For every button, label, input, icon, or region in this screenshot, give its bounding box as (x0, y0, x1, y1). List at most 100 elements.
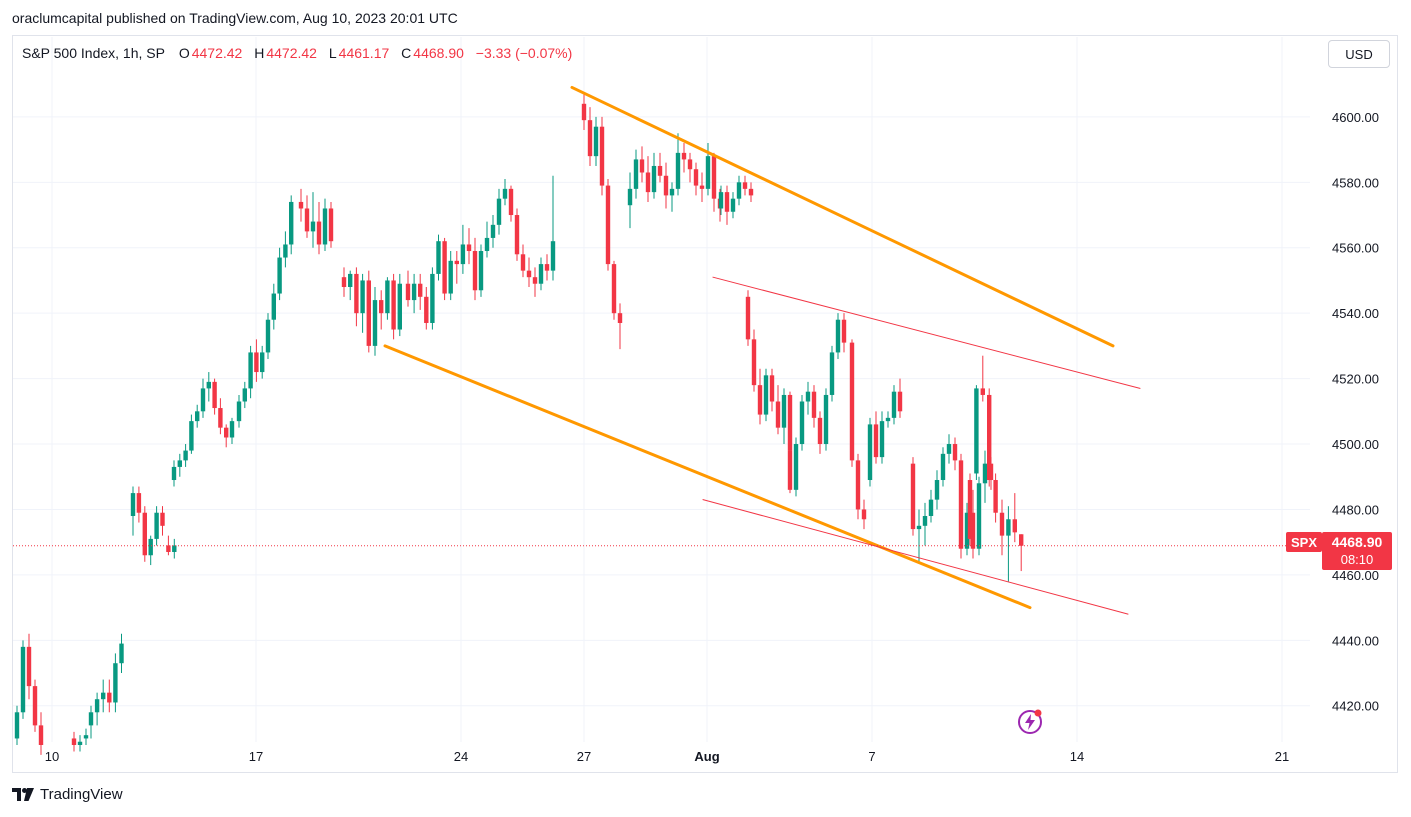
x-tick-label: 24 (454, 749, 468, 764)
candle (544, 254, 550, 281)
candle-body (366, 280, 371, 346)
candle (88, 705, 94, 739)
tradingview-brand[interactable]: TradingView (12, 786, 123, 803)
candle (254, 339, 259, 382)
x-tick-label: 27 (577, 749, 591, 764)
candle-body (385, 280, 390, 314)
candle (617, 303, 623, 350)
candle (298, 188, 304, 222)
candle (218, 398, 223, 435)
candle (101, 679, 106, 713)
candle-body (745, 296, 751, 340)
candle-body (379, 300, 384, 314)
candle-body (550, 241, 556, 271)
candle (496, 188, 502, 235)
candle-body (514, 215, 520, 255)
candle-body (130, 493, 136, 516)
candle-body (711, 156, 717, 199)
candle (224, 424, 229, 448)
candle-body (532, 277, 538, 284)
candle-body (107, 692, 112, 703)
candle (964, 502, 970, 556)
candle-body (940, 453, 946, 481)
candle-body (304, 208, 310, 232)
candle-body (119, 643, 124, 664)
candle (879, 411, 885, 464)
lightning-icon[interactable] (1016, 708, 1044, 736)
candle-body (605, 185, 611, 265)
candle (260, 345, 265, 379)
candle-body (372, 300, 378, 346)
candle-body (172, 545, 177, 552)
candle (328, 201, 334, 248)
candle (148, 535, 153, 566)
candle-body (657, 165, 663, 176)
candle (418, 273, 423, 310)
candle-body (841, 319, 847, 343)
candle (823, 388, 829, 451)
candle (405, 270, 411, 307)
candle (718, 185, 724, 216)
candle (77, 735, 83, 752)
candle-body (705, 156, 711, 189)
candle (514, 208, 520, 261)
candle-body (617, 313, 623, 323)
candle (946, 434, 952, 464)
candle-body (633, 159, 639, 189)
candle (835, 313, 841, 359)
candle-body (891, 391, 897, 418)
candle-body (88, 712, 94, 726)
candle-body (611, 264, 617, 314)
candle (599, 116, 605, 196)
candle (411, 273, 417, 314)
candle (397, 273, 402, 337)
y-tick-label: 4560.00 (1332, 241, 1379, 256)
candle (999, 499, 1005, 556)
candle (934, 470, 940, 510)
candle (605, 179, 611, 271)
low-value: 4461.17 (338, 45, 390, 61)
y-tick-label: 4580.00 (1332, 175, 1379, 190)
candle (742, 175, 748, 196)
candle-body (316, 221, 322, 245)
candle (322, 198, 328, 252)
candle (550, 175, 556, 281)
candle (693, 162, 699, 196)
candle-body (599, 126, 605, 186)
candle (526, 257, 532, 287)
candle (952, 437, 958, 471)
candle (136, 486, 142, 523)
candle (183, 444, 188, 467)
candle-body (1006, 519, 1011, 536)
x-tick-label: 7 (868, 749, 875, 764)
chart-area[interactable] (12, 35, 1398, 773)
candle-body (478, 251, 484, 291)
candle (663, 162, 669, 209)
candle-body (298, 201, 304, 209)
candle (757, 368, 763, 425)
candle (119, 633, 124, 674)
candle-body (916, 525, 922, 530)
publisher-line: oraclumcapital published on TradingView.… (12, 10, 458, 26)
currency-button[interactable]: USD (1328, 40, 1390, 68)
candle-body (724, 192, 730, 212)
candle-body (206, 381, 211, 389)
candle (160, 506, 165, 536)
candle-body (999, 512, 1005, 536)
candle-body (436, 241, 441, 274)
symbol-title[interactable]: S&P 500 Index, 1h, SP (22, 45, 165, 61)
candle-body (360, 280, 365, 314)
candle (627, 172, 633, 229)
candle (974, 385, 979, 481)
candle (442, 237, 447, 301)
candle (1012, 493, 1017, 543)
candle-body (195, 411, 200, 422)
candle-body (148, 538, 153, 556)
candle (763, 368, 769, 422)
candle-body (113, 663, 118, 703)
last-price-value: 4468.90 (1331, 534, 1383, 550)
candle-body (581, 103, 587, 121)
candle (736, 175, 742, 206)
high-value: 4472.42 (266, 45, 317, 61)
